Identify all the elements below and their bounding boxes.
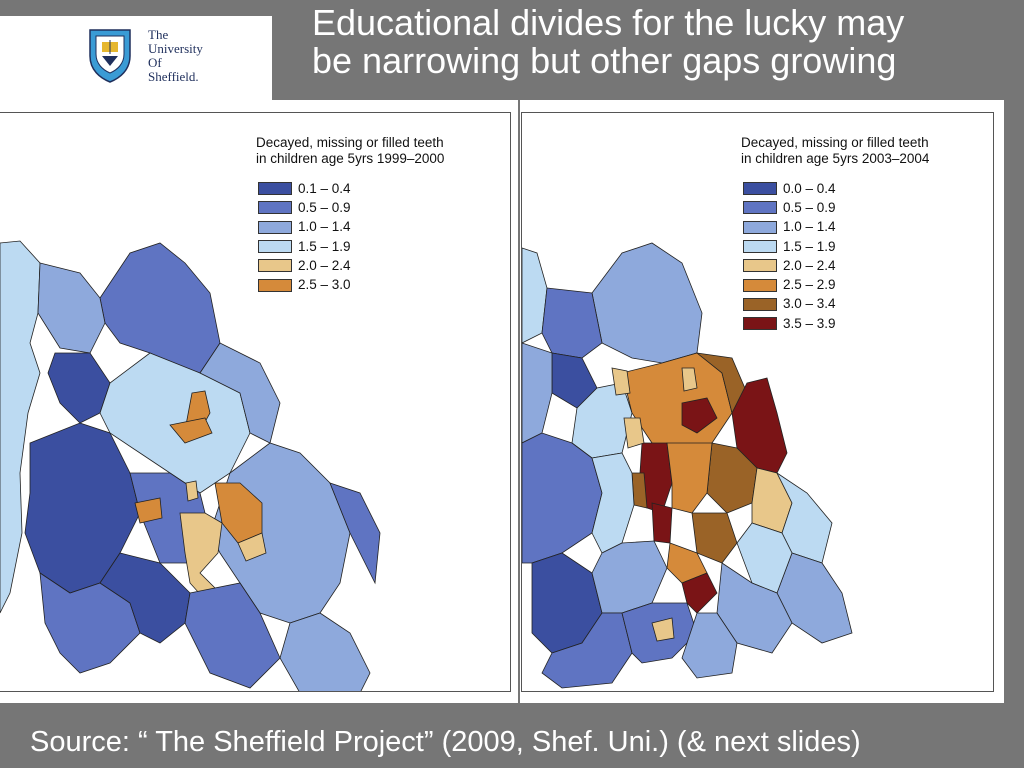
legend-label: 0.1 – 0.4 (298, 180, 351, 196)
legend-label: 2.0 – 2.4 (298, 257, 351, 273)
legend-label: 1.5 – 1.9 (298, 238, 351, 254)
legend-label: 1.5 – 1.9 (783, 238, 836, 254)
legend-item: 0.5 – 0.9 (258, 198, 444, 217)
legend-label: 0.0 – 0.4 (783, 180, 836, 196)
legend-item: 1.0 – 1.4 (743, 218, 929, 237)
legend-title-line-2: in children age 5yrs 1999–2000 (256, 151, 445, 166)
map-region (776, 552, 853, 644)
university-logo: The University Of Sheffield. (0, 16, 272, 100)
map-region (591, 242, 703, 364)
legend-item: 2.0 – 2.4 (258, 256, 444, 275)
legend-item: 0.5 – 0.9 (743, 198, 929, 217)
legend-swatch (743, 240, 777, 254)
map-region (681, 367, 698, 392)
legend-swatch (743, 317, 777, 331)
legend-item: 3.0 – 3.4 (743, 295, 929, 314)
map-region (47, 352, 111, 424)
map-region (651, 617, 675, 642)
source-caption: Source: “ The Sheffield Project” (2009, … (30, 726, 861, 758)
legend-swatch (258, 240, 292, 254)
map-region (184, 582, 281, 689)
map-region (522, 342, 553, 444)
map-region (691, 512, 738, 564)
map-region (185, 480, 199, 502)
legend-label: 3.0 – 3.4 (783, 296, 836, 312)
map-region (541, 287, 603, 359)
map-region (237, 532, 267, 562)
logo-line-3: Of (148, 55, 162, 70)
slide-title-line-1: Educational divides for the lucky may (312, 2, 905, 43)
legend-swatch (743, 201, 777, 215)
legend-item: 1.5 – 1.9 (743, 237, 929, 256)
map-panel-1999-2000: Decayed, missing or filled teeth in chil… (0, 112, 511, 692)
legend-title-line-2: in children age 5yrs 2003–2004 (741, 151, 930, 166)
legend-label: 2.5 – 2.9 (783, 277, 836, 293)
logo-line-2: University (148, 41, 203, 56)
choropleth-map-1999-2000 (0, 240, 381, 691)
map-region (611, 367, 631, 396)
legend-swatch (743, 182, 777, 196)
legend-swatch (743, 278, 777, 292)
legend-item: 1.5 – 1.9 (258, 237, 444, 256)
legend-label: 1.0 – 1.4 (298, 219, 351, 235)
map-region (37, 262, 106, 354)
legend-swatch (258, 259, 292, 273)
legend-item: 2.0 – 2.4 (743, 256, 929, 275)
map-panel-2003-2004: Decayed, missing or filled teeth in chil… (521, 112, 994, 692)
map-region (681, 612, 738, 679)
map-region (623, 417, 645, 449)
legend-label: 0.5 – 0.9 (783, 199, 836, 215)
map-region (681, 397, 718, 434)
legend-item: 3.5 – 3.9 (743, 314, 929, 333)
map-region (169, 417, 213, 444)
logo-line-1: The (148, 27, 169, 42)
legend-swatch (258, 220, 292, 234)
legend-item: 0.0 – 0.4 (743, 179, 929, 198)
slide-title: Educational divides for the lucky may be… (312, 4, 1012, 80)
legend-label: 2.0 – 2.4 (783, 257, 836, 273)
legend-label: 2.5 – 3.0 (298, 277, 351, 293)
legend-item: 0.1 – 0.4 (258, 179, 444, 198)
legend-swatch (258, 201, 292, 215)
legend-swatch (743, 220, 777, 234)
university-crest-icon (89, 29, 131, 83)
legend-item: 2.5 – 3.0 (258, 275, 444, 294)
legend-swatch (258, 182, 292, 196)
map-legend-1999-2000: Decayed, missing or filled teeth in chil… (256, 135, 444, 295)
legend-label: 0.5 – 0.9 (298, 199, 351, 215)
map-region (0, 240, 41, 614)
map-region (666, 442, 713, 514)
legend-title-line-1: Decayed, missing or filled teeth (741, 135, 929, 150)
legend-swatch (743, 297, 777, 311)
legend-item: 2.5 – 2.9 (743, 275, 929, 294)
map-region (279, 612, 371, 691)
map-region (329, 482, 381, 585)
logo-line-4: Sheffield. (148, 69, 199, 84)
map-region (651, 502, 673, 544)
map-region (39, 572, 141, 674)
map-region (179, 512, 223, 604)
map-region (681, 572, 718, 614)
slide-title-line-2: be narrowing but other gaps growing (312, 40, 897, 81)
map-legend-2003-2004: Decayed, missing or filled teeth in chil… (741, 135, 929, 333)
legend-item: 1.0 – 1.4 (258, 218, 444, 237)
map-region (199, 342, 281, 444)
legend-title-line-1: Decayed, missing or filled teeth (256, 135, 444, 150)
legend-label: 3.5 – 3.9 (783, 315, 836, 331)
legend-label: 1.0 – 1.4 (783, 219, 836, 235)
legend-swatch (258, 278, 292, 292)
map-region (99, 242, 221, 374)
choropleth-map-2003-2004 (522, 242, 853, 689)
legend-swatch (743, 259, 777, 273)
map-region (134, 497, 163, 524)
